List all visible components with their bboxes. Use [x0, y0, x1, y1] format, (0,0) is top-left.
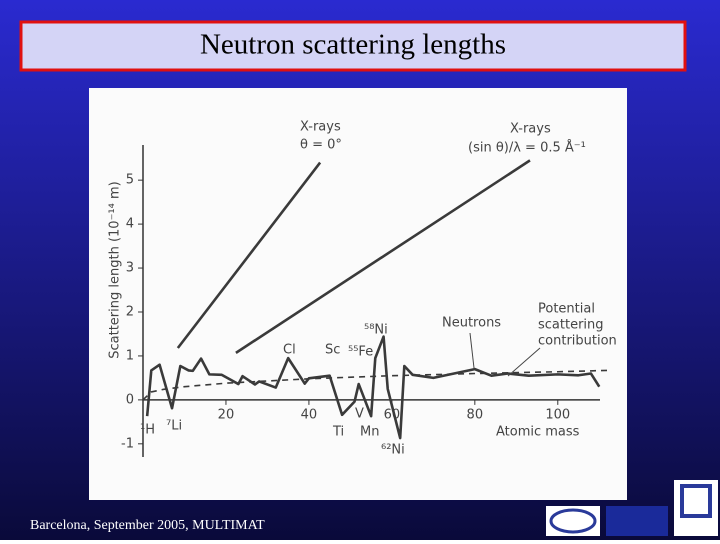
x-tick-label: 20 — [218, 407, 235, 422]
title-box — [19, 20, 687, 72]
element-label: ⁶²Ni — [381, 443, 405, 458]
series-line — [235, 159, 531, 354]
y-tick-label: 1 — [126, 348, 134, 363]
annotation: contribution — [538, 334, 617, 349]
x-axis-label: Atomic mass — [496, 425, 580, 440]
y-tick-label: 3 — [126, 261, 134, 276]
y-axis-label: Scattering length (10⁻¹⁴ m) — [108, 181, 123, 358]
element-label: ⁵⁸Ni — [364, 323, 388, 338]
element-label: Mn — [360, 425, 379, 440]
annotation: (sin θ)/λ = 0.5 Å⁻¹ — [468, 140, 586, 156]
x-tick-label: 80 — [467, 407, 484, 422]
logos — [546, 480, 718, 536]
chart-panel — [89, 88, 627, 500]
y-tick-label: -1 — [121, 436, 134, 451]
slide-title: Neutron scattering lengths — [200, 29, 506, 61]
annotation: Neutrons — [442, 316, 501, 331]
element-label: Cl — [283, 343, 296, 358]
series-line — [142, 369, 608, 401]
y-tick-label: 0 — [126, 392, 134, 407]
annotation: X-rays — [300, 120, 341, 135]
element-label: V — [355, 407, 364, 422]
x-tick-label: 40 — [301, 407, 318, 422]
y-tick-label: 5 — [126, 173, 134, 188]
annotation: Potential — [538, 302, 595, 317]
logo — [549, 508, 597, 534]
annotation: X-rays — [510, 122, 551, 137]
series-line — [176, 161, 322, 349]
footer: Barcelona, September 2005, MULTIMAT — [30, 518, 265, 533]
y-tick-label: 4 — [126, 217, 134, 232]
annotation: θ = 0° — [300, 138, 342, 153]
element-label: Sc — [325, 343, 340, 358]
logo — [680, 484, 712, 518]
pointer — [469, 332, 475, 369]
element-label: Ti — [332, 425, 344, 440]
y-tick-label: 2 — [126, 304, 134, 319]
annotation: scattering — [538, 318, 604, 333]
element-label: ⁵⁵Fe — [348, 345, 373, 360]
logo — [606, 506, 668, 536]
annotations: X-rays θ = 0° X-rays (sin θ)/λ = 0.5 Å⁻¹… — [140, 120, 617, 458]
x-tick-label: 100 — [545, 407, 570, 422]
pointer — [507, 347, 541, 377]
element-label: ⁷Li — [166, 419, 182, 434]
element-label: ¹H — [140, 423, 155, 438]
